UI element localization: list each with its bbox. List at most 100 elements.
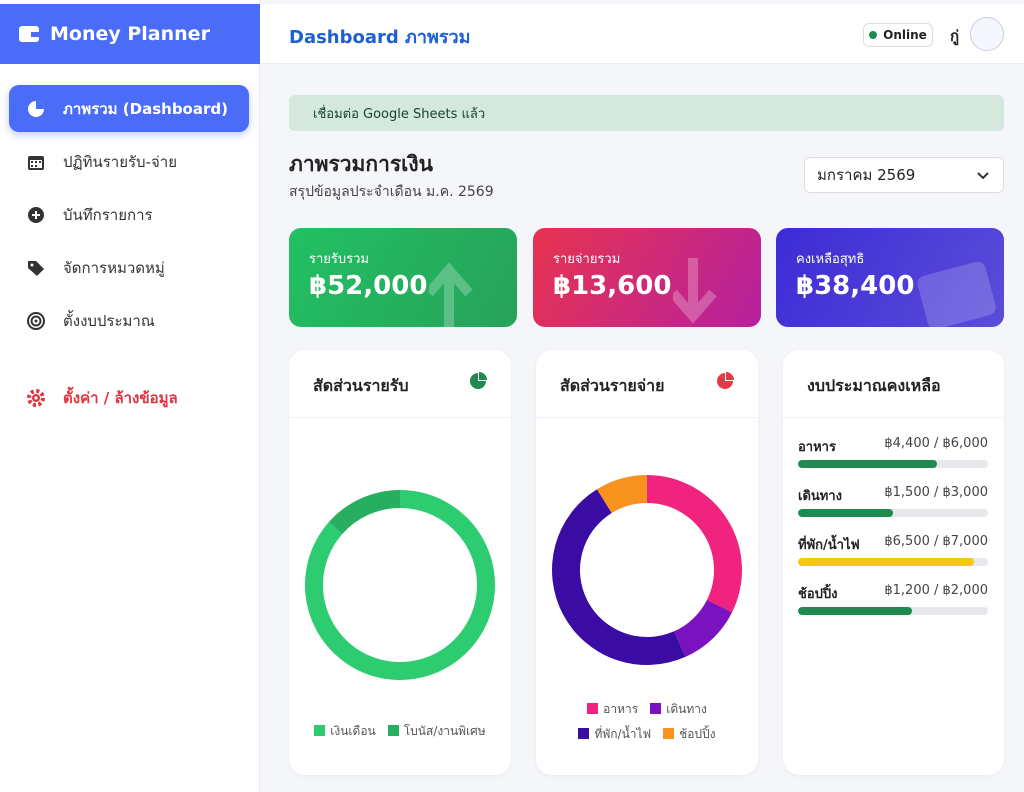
month: มกราคม 2569 [817,166,916,184]
budget-bar [798,460,938,468]
stat-card: คงเหลือสุทธิ฿38,400 [776,228,1004,327]
chevron [977,172,989,180]
budget-amount: ฿4,400 / ฿6,000 [884,436,988,451]
legend: เงินเดือน โบนัส/งานพิเศษ [305,722,495,741]
nav-label: จัดการหมวดหมู่ [63,258,165,277]
status-pill: Online [863,23,933,47]
budget-amount: ฿6,500 / ฿7,000 [884,534,988,549]
budget-row: ที่พัก/น้ำไฟ ฿6,500 / ฿7,000 [798,534,988,568]
budget-bar [798,607,912,615]
chart-panel: สัดส่วนรายรับเงินเดือน โบนัส/งานพิเศษ [289,350,511,775]
nav-icon [27,311,45,330]
budget-row: ช้อปปิ้ง ฿1,200 / ฿2,000 [798,583,988,617]
page-title: Dashboard ภาพรวม [289,27,471,48]
legend-label: ที่พัก/น้ำไฟ [594,727,652,741]
legend-item: ที่พัก/น้ำไฟ [578,725,651,744]
overview-title: ภาพรวมการเงิน [289,152,433,176]
nav-label: ภาพรวม (Dashboard) [63,99,228,118]
nav-icon [28,100,44,117]
budget-track [798,607,988,615]
pie-icon [470,372,487,389]
budget-name: ที่พัก/น้ำไฟ [798,538,860,553]
panel-title: สัดส่วนรายจ่าย [560,376,665,395]
legend-swatch [314,725,326,736]
legend-label: ช้อปปิ้ง [679,727,716,741]
legend-swatch [650,703,662,714]
month-select[interactable]: มกราคม 2569 [804,157,1004,193]
budget-row: อาหาร ฿4,400 / ฿6,000 [798,436,988,470]
donut-segment [674,599,733,657]
legend-item: โบนัส/งานพิเศษ [387,722,486,741]
legend-label: โบนัส/งานพิเศษ [403,724,486,738]
budget-track [798,558,988,566]
nav-item[interactable]: ปฏิทินรายรับ-จ่าย [9,138,249,185]
nav-label: ตั้งงบประมาณ [63,311,155,330]
panel-title: สัดส่วนรายรับ [313,376,409,395]
nav-item[interactable]: จัดการหมวดหมู่ [9,244,249,291]
card-label: คงเหลือสุทธิ [796,252,865,267]
budget-amount: ฿1,500 / ฿3,000 [884,485,988,500]
settings-link[interactable]: ตั้งค่า / ล้างข้อมูล [9,374,249,421]
budget-panel: งบประมาณคงเหลืออาหาร ฿4,400 / ฿6,000 เดินท… [783,350,1004,775]
budget-name: อาหาร [798,440,836,455]
legend-label: อาหาร [603,702,639,716]
donut-chart [304,490,495,680]
budget-bar [798,509,893,517]
legend-item: เงินเดือน [314,722,376,741]
budget-track [798,509,988,517]
panel-divider [289,417,511,418]
legend: อาหาร เดินทางที่พัก/น้ำไฟ ช้อปปิ้ง [552,700,742,744]
panel-divider [783,417,1004,418]
legend-item: อาหาร [587,700,638,719]
budget-name: เดินทาง [798,489,842,504]
donut-chart [552,475,742,665]
donut-segment [552,489,686,665]
nav-label: บันทึกรายการ [63,205,153,224]
panel-divider [536,417,758,418]
card-label: รายรับรวม [309,252,369,267]
donut-segment [328,490,400,534]
nav-item[interactable]: ภาพรวม (Dashboard) [9,85,249,132]
settings-label: ตั้งค่า / ล้างข้อมูล [63,388,178,407]
nav-icon [28,206,44,223]
card-value: ฿38,400 [796,271,915,301]
chart-panel: สัดส่วนรายจ่ายอาหาร เดินทางที่พัก/น้ำไฟ ช้… [536,350,758,775]
user-name: กู่ [950,27,960,45]
card-decor [917,261,996,327]
topbar: Dashboard ภาพรวม Online กู่ [260,4,1024,64]
legend-swatch [587,703,599,714]
legend-swatch [387,725,399,736]
card-value: ฿13,600 [553,271,672,301]
nav-icon [28,155,44,170]
donut-segment [647,475,742,613]
nav-item[interactable]: บันทึกรายการ [9,191,249,238]
avatar[interactable] [970,17,1004,51]
legend-swatch [663,728,675,739]
brand[interactable]: Money Planner [0,4,260,64]
nav-item[interactable]: ตั้งงบประมาณ [9,297,249,344]
wallet-icon [19,26,39,42]
donut-segment [596,475,647,514]
card-decor [673,258,717,324]
budget-track [798,460,988,468]
sidebar: Money Planner ตั้งค่า / ล้างข้อมูล ภาพรว… [0,0,260,792]
budget-amount: ฿1,200 / ฿2,000 [884,583,988,598]
nav-label: ปฏิทินรายรับ-จ่าย [63,152,177,171]
pie-icon [717,372,734,389]
budget-name: ช้อปปิ้ง [798,587,838,602]
card-value: ฿52,000 [309,271,428,301]
status: Online [883,28,927,42]
card-decor [429,262,473,327]
legend-item: เดินทาง [650,700,707,719]
stat-card: รายจ่ายรวม฿13,600 [533,228,761,327]
nav-icon [28,260,44,276]
legend-item: ช้อปปิ้ง [663,725,716,744]
legend-label: เดินทาง [666,702,707,716]
panel-title: งบประมาณคงเหลือ [807,376,941,395]
card-label: รายจ่ายรวม [553,252,621,267]
gear-icon [27,388,45,407]
legend-label: เงินเดือน [330,724,376,738]
budget-bar [798,558,975,566]
overview-subtitle: สรุปข้อมูลประจำเดือน ม.ค. 2569 [289,184,494,200]
